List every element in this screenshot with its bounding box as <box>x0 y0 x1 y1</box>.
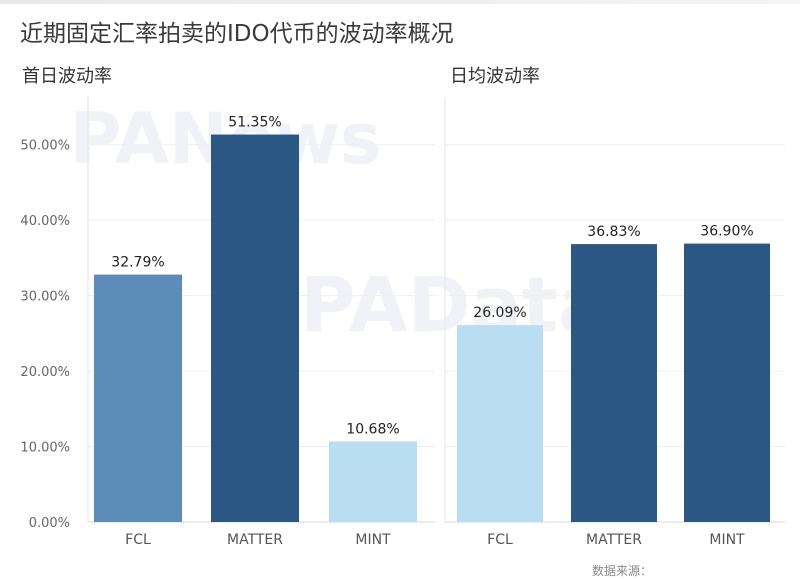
x-tick-label: MINT <box>355 532 391 548</box>
x-tick-label: FCL <box>125 532 151 548</box>
bar-mint <box>684 243 770 522</box>
top-strip <box>0 0 800 4</box>
bar-fcl <box>94 274 182 522</box>
y-tick-label: 10.00% <box>20 441 70 456</box>
bar-value-label: 32.79% <box>111 255 164 271</box>
chart-title: 近期固定汇率拍卖的IDO代币的波动率概况 <box>20 21 454 47</box>
panel-title-daily-average: 日均波动率 <box>450 66 540 87</box>
bar-matter <box>211 134 299 523</box>
y-tick-label: 50.00% <box>20 139 70 154</box>
bar-value-label: 36.83% <box>587 224 640 240</box>
bar-value-label: 10.68% <box>346 421 399 437</box>
bar-value-label: 26.09% <box>473 305 526 321</box>
y-tick-label: 40.00% <box>20 214 70 229</box>
data-source-note: 数据来源： <box>592 564 653 578</box>
bar-matter <box>571 244 657 523</box>
y-tick-label: 20.00% <box>20 365 70 380</box>
panel-title-first-day: 首日波动率 <box>22 66 112 87</box>
x-tick-label: FCL <box>487 532 513 548</box>
x-tick-label: MATTER <box>586 532 642 548</box>
x-tick-label: MINT <box>709 532 745 548</box>
y-tick-label: 0.00% <box>29 516 70 531</box>
bar-value-label: 51.35% <box>228 115 281 131</box>
bar-mint <box>329 441 417 522</box>
y-tick-label: 30.00% <box>20 290 70 305</box>
bar-value-label: 36.90% <box>700 224 753 240</box>
bar-fcl <box>457 325 543 522</box>
x-tick-label: MATTER <box>227 532 283 548</box>
